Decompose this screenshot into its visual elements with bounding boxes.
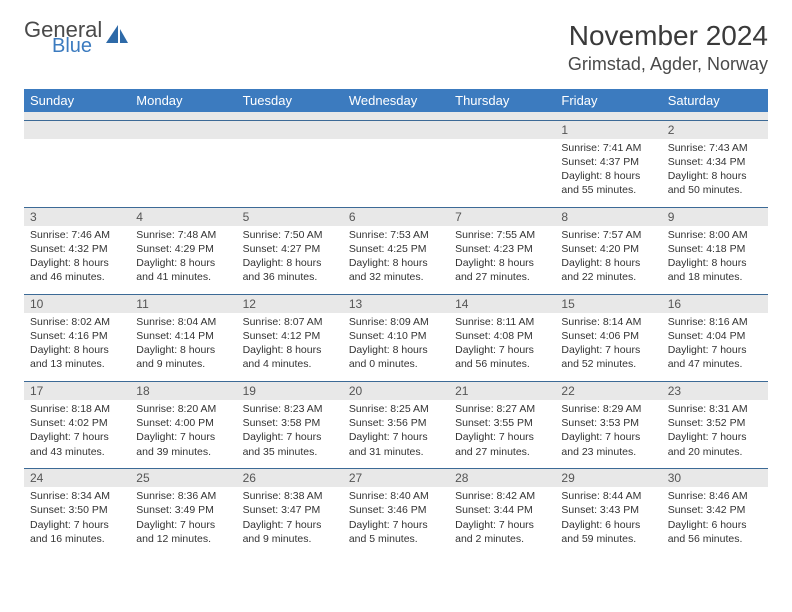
day-info-cell: Sunrise: 8:36 AMSunset: 3:49 PMDaylight:… — [130, 487, 236, 552]
day-info-cell: Sunrise: 7:46 AMSunset: 4:32 PMDaylight:… — [24, 226, 130, 291]
week-info-row: Sunrise: 7:46 AMSunset: 4:32 PMDaylight:… — [24, 226, 768, 291]
day-header-cell: Tuesday — [237, 89, 343, 112]
day-info-cell: Sunrise: 7:43 AMSunset: 4:34 PMDaylight:… — [662, 139, 768, 204]
day-number-cell: 11 — [130, 294, 236, 313]
day-info-cell: Sunrise: 8:25 AMSunset: 3:56 PMDaylight:… — [343, 400, 449, 465]
day-number-cell: 19 — [237, 382, 343, 401]
day-number-cell: 21 — [449, 382, 555, 401]
day-number-cell: 22 — [555, 382, 661, 401]
day-info-cell: Sunrise: 7:57 AMSunset: 4:20 PMDaylight:… — [555, 226, 661, 291]
day-info-cell: Sunrise: 8:14 AMSunset: 4:06 PMDaylight:… — [555, 313, 661, 378]
day-number-cell: 15 — [555, 294, 661, 313]
day-number-cell: 3 — [24, 207, 130, 226]
day-info-cell: Sunrise: 8:23 AMSunset: 3:58 PMDaylight:… — [237, 400, 343, 465]
day-number-cell: 24 — [24, 469, 130, 488]
day-info-cell — [24, 139, 130, 204]
day-info-cell: Sunrise: 8:00 AMSunset: 4:18 PMDaylight:… — [662, 226, 768, 291]
day-info-cell: Sunrise: 8:20 AMSunset: 4:00 PMDaylight:… — [130, 400, 236, 465]
day-info-cell: Sunrise: 7:53 AMSunset: 4:25 PMDaylight:… — [343, 226, 449, 291]
month-title: November 2024 — [568, 20, 768, 52]
title-block: November 2024 Grimstad, Agder, Norway — [568, 20, 768, 75]
day-number-cell: 14 — [449, 294, 555, 313]
calendar-table: SundayMondayTuesdayWednesdayThursdayFrid… — [24, 89, 768, 552]
day-info-cell: Sunrise: 8:18 AMSunset: 4:02 PMDaylight:… — [24, 400, 130, 465]
day-info-cell: Sunrise: 8:34 AMSunset: 3:50 PMDaylight:… — [24, 487, 130, 552]
week-info-row: Sunrise: 8:18 AMSunset: 4:02 PMDaylight:… — [24, 400, 768, 465]
day-info-cell: Sunrise: 8:07 AMSunset: 4:12 PMDaylight:… — [237, 313, 343, 378]
day-header-cell: Friday — [555, 89, 661, 112]
week-info-row: Sunrise: 8:34 AMSunset: 3:50 PMDaylight:… — [24, 487, 768, 552]
day-header-cell: Saturday — [662, 89, 768, 112]
week-number-row: 17181920212223 — [24, 382, 768, 401]
day-number-cell: 18 — [130, 382, 236, 401]
day-number-cell: 29 — [555, 469, 661, 488]
day-info-cell: Sunrise: 8:02 AMSunset: 4:16 PMDaylight:… — [24, 313, 130, 378]
day-info-cell: Sunrise: 8:40 AMSunset: 3:46 PMDaylight:… — [343, 487, 449, 552]
day-info-cell: Sunrise: 8:44 AMSunset: 3:43 PMDaylight:… — [555, 487, 661, 552]
header: General Blue November 2024 Grimstad, Agd… — [24, 20, 768, 75]
day-info-cell: Sunrise: 8:27 AMSunset: 3:55 PMDaylight:… — [449, 400, 555, 465]
day-number-cell — [449, 120, 555, 139]
logo-blue-text: Blue — [24, 37, 102, 56]
day-info-cell: Sunrise: 7:41 AMSunset: 4:37 PMDaylight:… — [555, 139, 661, 204]
day-info-cell — [237, 139, 343, 204]
day-number-cell: 10 — [24, 294, 130, 313]
day-info-cell: Sunrise: 8:11 AMSunset: 4:08 PMDaylight:… — [449, 313, 555, 378]
week-info-row: Sunrise: 8:02 AMSunset: 4:16 PMDaylight:… — [24, 313, 768, 378]
day-info-cell: Sunrise: 8:04 AMSunset: 4:14 PMDaylight:… — [130, 313, 236, 378]
day-info-cell: Sunrise: 7:55 AMSunset: 4:23 PMDaylight:… — [449, 226, 555, 291]
day-number-cell: 5 — [237, 207, 343, 226]
day-number-cell: 8 — [555, 207, 661, 226]
sail-icon — [104, 23, 132, 52]
day-number-cell: 2 — [662, 120, 768, 139]
day-info-cell: Sunrise: 7:48 AMSunset: 4:29 PMDaylight:… — [130, 226, 236, 291]
day-number-cell: 27 — [343, 469, 449, 488]
day-info-cell: Sunrise: 7:50 AMSunset: 4:27 PMDaylight:… — [237, 226, 343, 291]
day-info-cell — [130, 139, 236, 204]
week-number-row: 3456789 — [24, 207, 768, 226]
day-header-cell: Sunday — [24, 89, 130, 112]
location: Grimstad, Agder, Norway — [568, 54, 768, 75]
day-info-cell: Sunrise: 8:38 AMSunset: 3:47 PMDaylight:… — [237, 487, 343, 552]
day-header-cell: Wednesday — [343, 89, 449, 112]
week-number-row: 24252627282930 — [24, 469, 768, 488]
day-number-cell: 13 — [343, 294, 449, 313]
day-number-cell: 4 — [130, 207, 236, 226]
day-info-cell: Sunrise: 8:09 AMSunset: 4:10 PMDaylight:… — [343, 313, 449, 378]
day-number-cell: 7 — [449, 207, 555, 226]
day-number-cell: 9 — [662, 207, 768, 226]
day-header-cell: Thursday — [449, 89, 555, 112]
day-info-cell — [449, 139, 555, 204]
day-number-cell: 20 — [343, 382, 449, 401]
day-info-cell: Sunrise: 8:16 AMSunset: 4:04 PMDaylight:… — [662, 313, 768, 378]
day-number-cell: 28 — [449, 469, 555, 488]
day-number-cell: 6 — [343, 207, 449, 226]
day-header-row: SundayMondayTuesdayWednesdayThursdayFrid… — [24, 89, 768, 112]
week-info-row: Sunrise: 7:41 AMSunset: 4:37 PMDaylight:… — [24, 139, 768, 204]
logo: General Blue — [24, 20, 132, 56]
day-number-cell: 1 — [555, 120, 661, 139]
day-number-cell: 26 — [237, 469, 343, 488]
day-info-cell: Sunrise: 8:29 AMSunset: 3:53 PMDaylight:… — [555, 400, 661, 465]
day-info-cell: Sunrise: 8:42 AMSunset: 3:44 PMDaylight:… — [449, 487, 555, 552]
day-number-cell — [237, 120, 343, 139]
day-number-cell — [343, 120, 449, 139]
day-number-cell — [24, 120, 130, 139]
week-number-row: 10111213141516 — [24, 294, 768, 313]
day-number-cell: 30 — [662, 469, 768, 488]
day-number-cell — [130, 120, 236, 139]
day-number-cell: 25 — [130, 469, 236, 488]
day-header-cell: Monday — [130, 89, 236, 112]
week-number-row: 12 — [24, 120, 768, 139]
day-info-cell — [343, 139, 449, 204]
day-number-cell: 16 — [662, 294, 768, 313]
day-number-cell: 12 — [237, 294, 343, 313]
day-number-cell: 17 — [24, 382, 130, 401]
day-info-cell: Sunrise: 8:46 AMSunset: 3:42 PMDaylight:… — [662, 487, 768, 552]
day-number-cell: 23 — [662, 382, 768, 401]
day-info-cell: Sunrise: 8:31 AMSunset: 3:52 PMDaylight:… — [662, 400, 768, 465]
